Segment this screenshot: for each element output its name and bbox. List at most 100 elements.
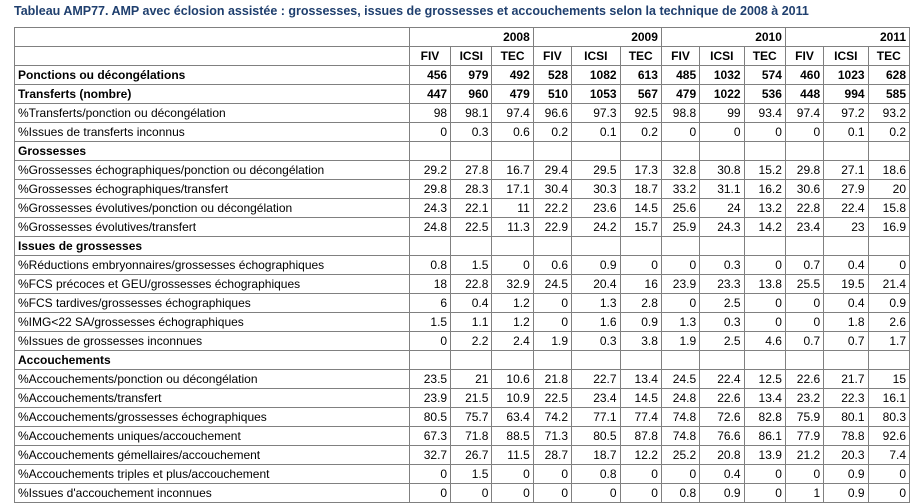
row-label: Transferts (nombre)	[14, 84, 410, 104]
value-cell: 17.3	[619, 160, 662, 180]
value-cell: 0	[743, 122, 786, 142]
value-cell: 13.4	[743, 388, 786, 408]
value-cell: 21.7	[823, 369, 869, 389]
value-cell: 22.8	[450, 274, 493, 294]
value-cell: 97.3	[571, 103, 621, 123]
value-cell: 75.7	[450, 407, 493, 427]
value-cell	[823, 141, 869, 161]
row-label: %Grossesses échographiques/ponction ou d…	[14, 160, 410, 180]
value-cell: 22.3	[823, 388, 869, 408]
value-cell	[619, 350, 662, 370]
corner-cell	[14, 27, 410, 47]
value-cell: 29.8	[784, 160, 825, 180]
value-cell: 1.3	[660, 312, 701, 332]
value-cell	[699, 141, 745, 161]
value-cell	[823, 350, 869, 370]
value-cell: 24.2	[571, 217, 621, 237]
value-cell: 19.5	[823, 274, 869, 294]
table-title: Tableau AMP77. AMP avec éclosion assisté…	[14, 4, 809, 18]
technique-header: ICSI	[699, 46, 745, 66]
value-cell: 87.8	[619, 426, 662, 446]
value-cell: 0	[532, 483, 573, 503]
value-cell	[867, 350, 911, 370]
value-cell: 20	[867, 179, 911, 199]
technique-header-row: FIV ICSI TEC FIV ICSI TEC FIV ICSI TEC F…	[14, 46, 911, 66]
value-cell: 0	[619, 255, 662, 275]
value-cell: 0	[743, 464, 786, 484]
value-cell: 979	[450, 65, 493, 85]
value-cell: 14.5	[619, 198, 662, 218]
value-cell: 67.3	[408, 426, 452, 446]
value-cell: 23.3	[699, 274, 745, 294]
value-cell: 7.4	[867, 445, 911, 465]
value-cell: 25.2	[660, 445, 701, 465]
row-label: %Transferts/ponction ou décongélation	[14, 103, 410, 123]
value-cell: 0	[619, 464, 662, 484]
value-cell: 71.8	[450, 426, 493, 446]
value-cell: 10.9	[491, 388, 534, 408]
table-row: %Réductions embryonnaires/grossesses éch…	[14, 255, 911, 275]
table-row: %FCS tardives/grossesses échographiques 6…	[14, 293, 911, 313]
value-cell: 1.9	[660, 331, 701, 351]
value-cell: 1.7	[867, 331, 911, 351]
value-cell: 15	[867, 369, 911, 389]
value-cell: 30.8	[699, 160, 745, 180]
value-cell: 0.4	[823, 293, 869, 313]
year-header: 2010	[660, 27, 786, 47]
value-cell: 0	[619, 483, 662, 503]
value-cell	[532, 236, 573, 256]
value-cell: 77.1	[571, 407, 621, 427]
value-cell	[491, 236, 534, 256]
section-row: Accouchements	[14, 350, 911, 370]
row-label: %Grossesses évolutives/ponction ou décon…	[14, 198, 410, 218]
value-cell: 0	[867, 483, 911, 503]
value-cell: 0.8	[408, 255, 452, 275]
value-cell: 0.6	[532, 255, 573, 275]
row-label: %FCS précoces et GEU/grossesses échograp…	[14, 274, 410, 294]
value-cell: 99	[699, 103, 745, 123]
value-cell	[660, 141, 701, 161]
value-cell: 82.8	[743, 407, 786, 427]
value-cell: 22.7	[571, 369, 621, 389]
value-cell: 0.4	[699, 464, 745, 484]
technique-header: FIV	[660, 46, 701, 66]
value-cell: 80.5	[571, 426, 621, 446]
value-cell	[660, 236, 701, 256]
value-cell: 0	[491, 464, 534, 484]
value-cell: 23.5	[408, 369, 452, 389]
value-cell: 14.2	[743, 217, 786, 237]
value-cell: 71.3	[532, 426, 573, 446]
value-cell: 1.8	[823, 312, 869, 332]
value-cell: 0	[660, 122, 701, 142]
table-row: %Grossesses échographiques/ponction ou d…	[14, 160, 911, 180]
row-label: %Issues de grossesses inconnues	[14, 331, 410, 351]
value-cell: 76.6	[699, 426, 745, 446]
value-cell	[571, 350, 621, 370]
technique-header: TEC	[491, 46, 534, 66]
value-cell: 24.3	[699, 217, 745, 237]
row-label: %Grossesses échographiques/transfert	[14, 179, 410, 199]
value-cell: 93.2	[867, 103, 911, 123]
value-cell: 0.2	[867, 122, 911, 142]
value-cell: 0	[699, 122, 745, 142]
value-cell: 0.9	[619, 312, 662, 332]
value-cell: 960	[450, 84, 493, 104]
value-cell: 22.9	[532, 217, 573, 237]
value-cell: 0	[867, 255, 911, 275]
value-cell: 0.8	[660, 483, 701, 503]
value-cell: 0.3	[699, 312, 745, 332]
value-cell: 1.5	[408, 312, 452, 332]
value-cell: 22.6	[699, 388, 745, 408]
value-cell: 485	[660, 65, 701, 85]
value-cell: 23.2	[784, 388, 825, 408]
value-cell: 12.5	[743, 369, 786, 389]
value-cell: 479	[491, 84, 534, 104]
value-cell: 2.5	[699, 293, 745, 313]
value-cell: 25.6	[660, 198, 701, 218]
value-cell	[532, 350, 573, 370]
value-cell	[619, 236, 662, 256]
value-cell: 22.5	[532, 388, 573, 408]
value-cell: 88.5	[491, 426, 534, 446]
value-cell: 2.4	[491, 331, 534, 351]
table-row: %Issues de grossesses inconnues 0 2.2 2.4 1.…	[14, 331, 911, 351]
